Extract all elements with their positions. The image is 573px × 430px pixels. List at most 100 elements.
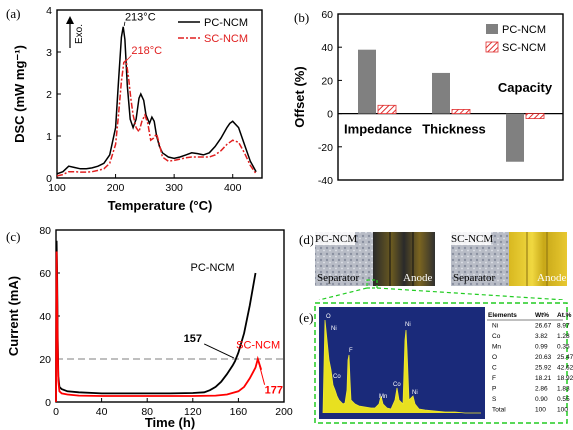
pc-peak-pointer bbox=[123, 21, 126, 27]
legend-pc-swatch bbox=[486, 24, 498, 34]
y-tick-label: 3 bbox=[46, 47, 52, 59]
legend-sc-swatch bbox=[485, 41, 499, 53]
sc-separator-label: Separator bbox=[453, 272, 495, 284]
table-cell: Ni bbox=[492, 323, 498, 330]
panel-b-label: (b) bbox=[294, 10, 309, 25]
panel-a-ylabel: DSC (mW mg⁻¹) bbox=[12, 45, 27, 143]
table-cell: F bbox=[492, 375, 496, 382]
sc-ncm-photo: SC-NCM Separator Anode bbox=[449, 231, 567, 286]
exo-label: Exo. bbox=[74, 24, 85, 44]
svg-text:Mn: Mn bbox=[379, 394, 387, 400]
y-tick-label: 80 bbox=[39, 225, 51, 237]
table-cell: 25.92 bbox=[535, 365, 552, 372]
table-cell: 3.82 bbox=[535, 333, 548, 340]
panel-a-xlabel: Temperature (°C) bbox=[108, 198, 213, 213]
svg-text:Ni: Ni bbox=[331, 326, 337, 332]
panel-c-frame bbox=[55, 229, 285, 403]
y-tick-label: 0 bbox=[46, 173, 52, 185]
pc-ncm-curve-label: PC-NCM bbox=[191, 262, 235, 274]
panel-c-current-chart: (c) 0 40 80 120 160 200 0 20 40 60 80 PC-NCM SC-NC… bbox=[6, 225, 293, 430]
sc-ncm-bar-capacity bbox=[525, 113, 545, 119]
x-tick-label: 0 bbox=[53, 406, 59, 418]
table-cell: 25.47 bbox=[557, 354, 573, 361]
svg-text:Co: Co bbox=[333, 374, 341, 380]
panel-b-offset-chart: (b) 60 40 20 0 -20 -40 Impedance Thickness Ca… bbox=[292, 9, 564, 187]
table-cell: 0.35 bbox=[557, 344, 570, 351]
category-impedance: Impedance bbox=[344, 122, 412, 137]
svg-text:O: O bbox=[326, 314, 331, 320]
table-cell: S bbox=[492, 396, 497, 403]
pc-time-arrow bbox=[203, 343, 235, 359]
y-tick-label: -40 bbox=[318, 175, 333, 187]
panel-e-eds: (e) O Ni F Co Mn Co Ni Ni Elements Wt% At.… bbox=[299, 302, 573, 424]
pc-ncm-photo: PC-NCM Separator Anode bbox=[313, 231, 435, 286]
table-cell: Mn bbox=[492, 344, 501, 351]
x-tick-label: 160 bbox=[230, 406, 248, 418]
table-cell: 1.83 bbox=[557, 386, 570, 393]
table-header: At.% bbox=[557, 312, 572, 319]
x-tick-label: 120 bbox=[184, 406, 202, 418]
legend-sc-label: SC-NCM bbox=[204, 33, 248, 45]
table-cell: 8.97 bbox=[557, 323, 570, 330]
pc-failure-time: 157 bbox=[184, 333, 202, 345]
table-cell: C bbox=[492, 365, 497, 372]
panel-a-dsc-chart: (a) 100 200 300 400 0 1 2 3 4 Exo. 213°C 218°C P… bbox=[6, 5, 263, 213]
category-thickness: Thickness bbox=[422, 122, 486, 137]
sc-ncm-curve-label: SC-NCM bbox=[236, 339, 280, 351]
panel-a-label: (a) bbox=[6, 6, 20, 21]
sc-time-arrow bbox=[257, 361, 266, 385]
panel-c-ylabel: Current (mA) bbox=[6, 276, 21, 356]
sc-peak-annotation: 218°C bbox=[131, 45, 162, 57]
panel-d-photos: (d) PC-NCM Separator Anode bbox=[299, 231, 567, 300]
panel-c-label: (c) bbox=[6, 229, 20, 244]
y-tick-label: 40 bbox=[321, 42, 333, 54]
pc-separator-label: Separator bbox=[317, 272, 359, 284]
y-tick-label: 60 bbox=[39, 268, 51, 280]
table-cell: 42.62 bbox=[557, 365, 573, 372]
panel-e-label: (e) bbox=[299, 310, 313, 325]
sc-ncm-series-line bbox=[56, 58, 257, 177]
pc-ncm-bar-thickness bbox=[432, 72, 450, 114]
zoom-line-right bbox=[376, 287, 566, 300]
table-cell: O bbox=[492, 354, 497, 361]
eds-spectrum-background bbox=[319, 307, 485, 419]
table-cell: 1.28 bbox=[557, 333, 570, 340]
eds-table-background bbox=[485, 307, 565, 419]
legend-pc-label: PC-NCM bbox=[204, 17, 248, 29]
sc-failure-time: 177 bbox=[265, 384, 283, 396]
y-tick-label: 2 bbox=[46, 89, 52, 101]
exo-arrow-head bbox=[66, 16, 74, 24]
pc-anode-label: Anode bbox=[403, 272, 432, 284]
panel-d-label: (d) bbox=[299, 232, 314, 247]
y-tick-label: 4 bbox=[46, 5, 52, 17]
table-cell: 100 bbox=[557, 407, 568, 414]
sc-photo-title: SC-NCM bbox=[451, 233, 493, 245]
eds-composition-table: Elements Wt% At.% Ni 26.67 8.97 Co 3.82 1.28 Mn 0.… bbox=[487, 312, 573, 414]
panel-b-frame bbox=[337, 13, 564, 181]
table-cell: 20.63 bbox=[535, 354, 552, 361]
eds-frame bbox=[314, 302, 568, 424]
pc-ncm-bar-impedance bbox=[358, 49, 376, 114]
panel-b-ylabel: Offset (%) bbox=[292, 66, 307, 127]
table-cell: P bbox=[492, 386, 496, 393]
legend-pc-label: PC-NCM bbox=[502, 24, 546, 36]
pc-ncm-series-line bbox=[56, 26, 257, 175]
table-cell: 18.92 bbox=[557, 375, 573, 382]
x-tick-label: 200 bbox=[107, 182, 125, 194]
panel-c-xlabel: Time (h) bbox=[145, 415, 195, 430]
pc-ncm-bar-capacity bbox=[506, 113, 524, 162]
table-cell: Total bbox=[492, 407, 506, 414]
x-tick-label: 80 bbox=[141, 406, 153, 418]
x-tick-label: 200 bbox=[275, 406, 293, 418]
y-tick-label: -20 bbox=[318, 142, 333, 154]
y-tick-label: 20 bbox=[39, 354, 51, 366]
x-tick-label: 300 bbox=[165, 182, 183, 194]
table-header: Elements bbox=[488, 312, 517, 319]
sc-peak-pointer bbox=[126, 55, 132, 61]
zoom-line-left bbox=[318, 287, 368, 300]
table-cell: Co bbox=[492, 333, 501, 340]
y-tick-label: 60 bbox=[321, 9, 333, 21]
x-tick-label: 40 bbox=[96, 406, 108, 418]
y-tick-label: 0 bbox=[45, 397, 51, 409]
sc-ncm-bar-impedance bbox=[377, 104, 397, 115]
